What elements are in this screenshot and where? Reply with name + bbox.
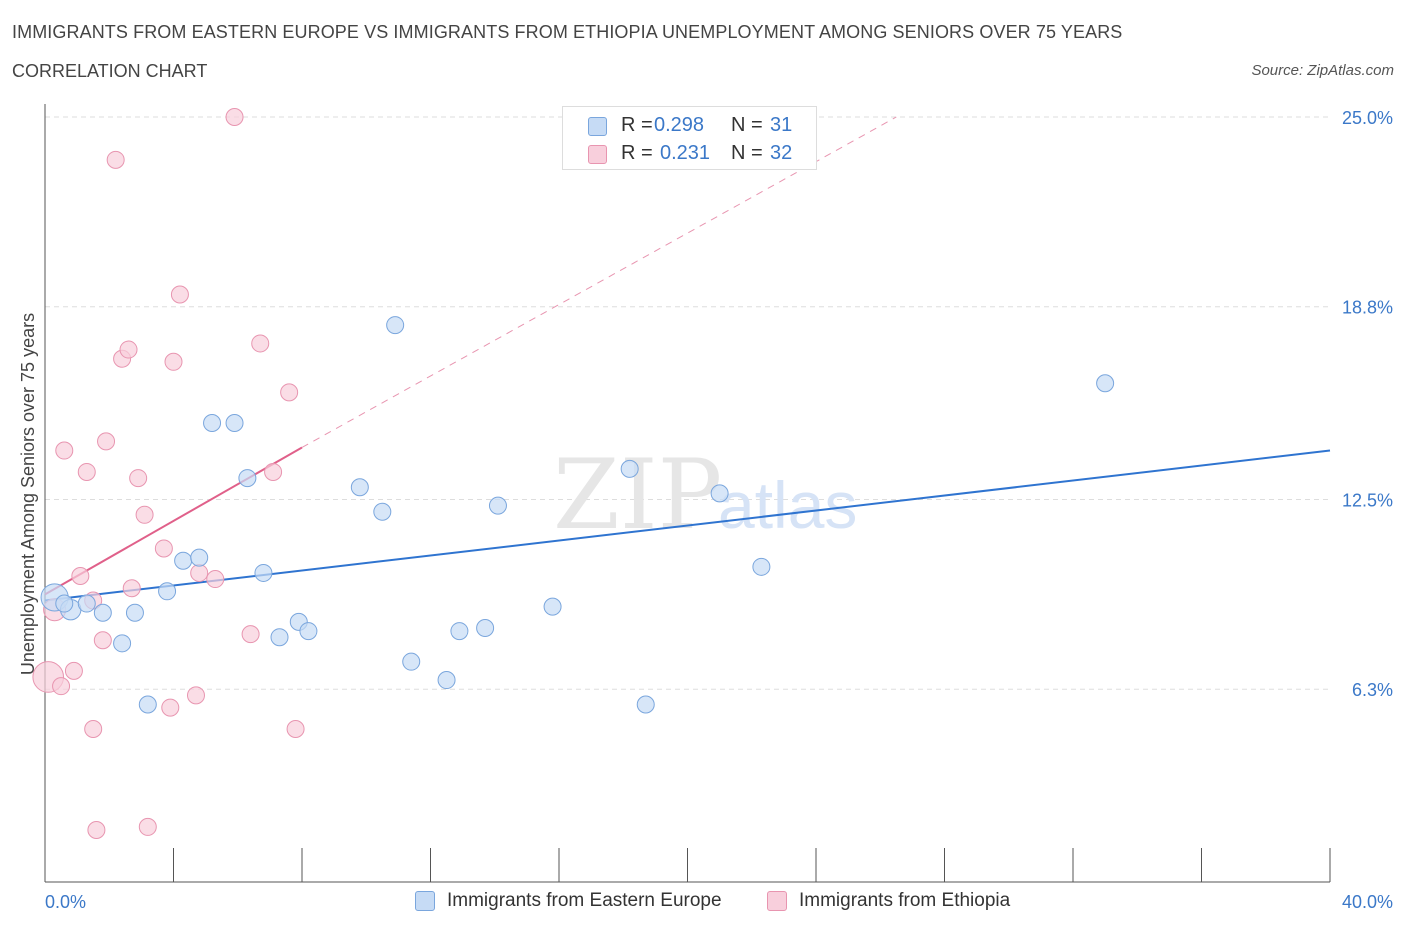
point-ethiopia: [264, 462, 283, 481]
point-eastern-europe: [1096, 374, 1115, 393]
point-ethiopia: [241, 625, 260, 644]
point-ethiopia: [122, 579, 141, 598]
point-ethiopia: [206, 570, 225, 589]
point-ethiopia: [119, 340, 138, 359]
pink-swatch: [588, 145, 607, 164]
point-layer: [32, 108, 1115, 839]
n-label: N =: [731, 142, 763, 164]
point-eastern-europe: [488, 496, 507, 515]
point-eastern-europe: [752, 557, 771, 576]
r-value: 0.298: [654, 114, 705, 136]
point-ethiopia: [64, 661, 83, 680]
point-eastern-europe: [174, 551, 193, 570]
point-ethiopia: [164, 352, 183, 371]
n-value: 31: [770, 114, 793, 136]
trend-line: [44, 446, 303, 596]
point-ethiopia: [138, 817, 157, 836]
point-eastern-europe: [402, 652, 421, 671]
n-label: N =: [731, 114, 763, 136]
y-tick-label: 25.0%: [1342, 108, 1393, 128]
point-eastern-europe: [93, 603, 112, 622]
point-ethiopia: [52, 677, 71, 696]
point-eastern-europe: [158, 582, 177, 601]
point-ethiopia: [77, 462, 96, 481]
point-eastern-europe: [373, 502, 392, 521]
point-eastern-europe: [350, 478, 369, 497]
source-credit: Source: ZipAtlas.com: [1251, 62, 1394, 79]
point-eastern-europe: [190, 548, 209, 567]
x-tick-label: 0.0%: [45, 892, 86, 912]
point-ethiopia: [55, 441, 74, 460]
point-eastern-europe: [476, 619, 495, 638]
r-label: R =: [621, 114, 653, 136]
y-tick-label: 12.5%: [1342, 491, 1393, 511]
trend-line-extension: [301, 116, 897, 448]
label-layer: 6.3% 12.5% 18.8% 25.0% 0.0% 40.0%: [45, 108, 1393, 912]
blue-swatch: [415, 891, 435, 911]
point-eastern-europe: [270, 628, 289, 647]
point-ethiopia: [186, 686, 205, 705]
point-ethiopia: [97, 432, 116, 451]
watermark-atlas: atlas: [718, 468, 857, 542]
r-value: 0.231: [660, 142, 711, 164]
point-ethiopia: [154, 539, 173, 558]
watermark: ZIP atlas: [553, 439, 857, 551]
x-tick-label: 40.0%: [1342, 892, 1393, 912]
correlation-legend: R = 0.298 N = 31 R = 0.231 N = 32: [562, 106, 817, 170]
point-eastern-europe: [710, 484, 729, 503]
chart-title: IMMIGRANTS FROM EASTERN EUROPE VS IMMIGR…: [12, 22, 1123, 42]
point-eastern-europe: [203, 414, 222, 432]
point-eastern-europe: [386, 316, 405, 335]
point-ethiopia: [71, 567, 90, 585]
point-ethiopia: [280, 383, 299, 402]
point-eastern-europe: [55, 594, 74, 613]
chart-subtitle: CORRELATION CHART: [12, 61, 208, 81]
y-axis-label: Unemployment Among Seniors over 75 years: [18, 313, 38, 675]
point-eastern-europe: [113, 634, 132, 653]
point-eastern-europe: [437, 671, 456, 690]
point-eastern-europe: [636, 695, 655, 714]
legend-label: Immigrants from Ethiopia: [799, 890, 1011, 911]
point-eastern-europe: [543, 597, 562, 616]
point-ethiopia: [190, 563, 209, 582]
point-eastern-europe: [238, 469, 257, 488]
point-ethiopia: [129, 469, 148, 488]
n-value: 32: [770, 142, 793, 164]
grid-layer: [45, 116, 1330, 690]
y-tick-label: 18.8%: [1342, 298, 1393, 318]
point-ethiopia: [251, 334, 270, 353]
y-tick-label: 6.3%: [1352, 680, 1393, 700]
legend-label: Immigrants from Eastern Europe: [447, 890, 722, 911]
point-ethiopia: [286, 720, 305, 738]
point-eastern-europe: [254, 563, 273, 582]
point-eastern-europe: [225, 414, 244, 432]
point-ethiopia: [170, 285, 189, 304]
point-ethiopia: [93, 631, 112, 650]
pink-swatch: [767, 891, 787, 911]
blue-swatch: [588, 117, 607, 136]
axis-layer: [44, 104, 1331, 883]
point-eastern-europe: [450, 622, 469, 641]
point-eastern-europe: [620, 459, 639, 478]
point-ethiopia: [106, 150, 125, 169]
r-label: R =: [621, 142, 653, 164]
point-ethiopia: [161, 698, 180, 717]
point-eastern-europe: [77, 594, 96, 613]
point-ethiopia: [87, 820, 106, 839]
point-eastern-europe: [125, 603, 144, 622]
point-ethiopia: [84, 720, 103, 738]
point-ethiopia: [225, 108, 244, 126]
watermark-zip: ZIP: [553, 439, 722, 551]
point-eastern-europe: [138, 695, 157, 714]
point-eastern-europe: [299, 622, 318, 641]
point-ethiopia: [135, 505, 154, 524]
